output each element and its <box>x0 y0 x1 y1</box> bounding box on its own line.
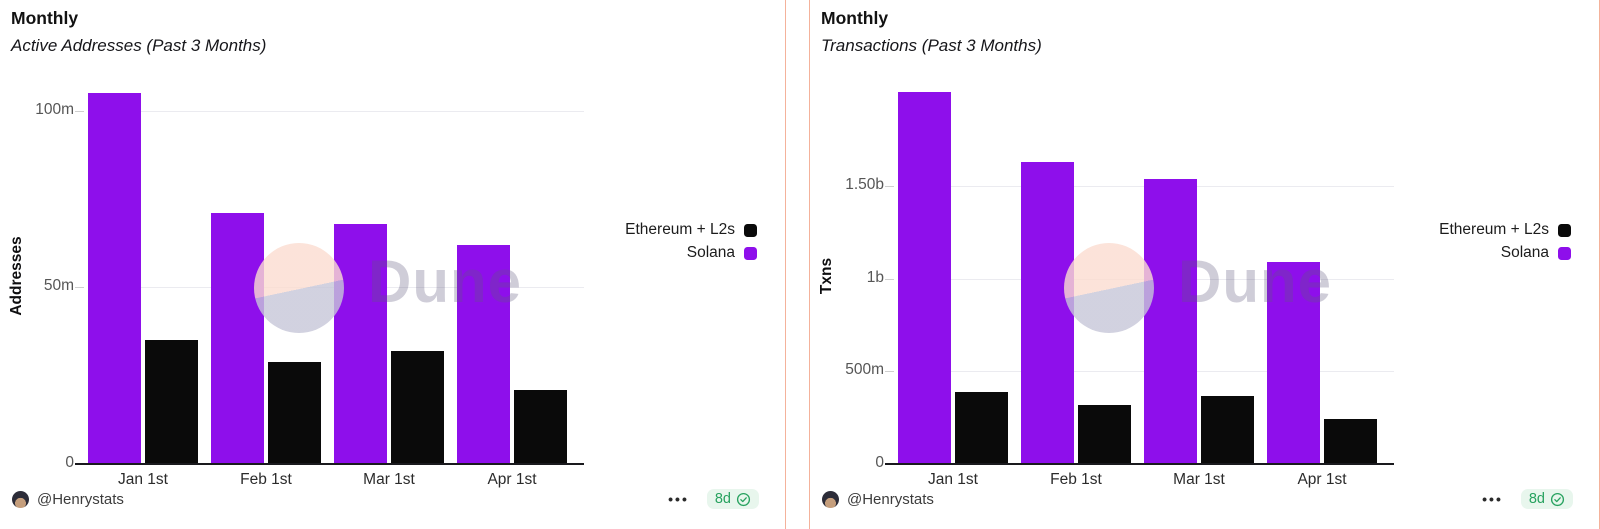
plot-area: 0 500m 1b 1.50b Jan 1st Feb 1st Mar 1st Apr 1st… <box>845 86 1394 488</box>
y-gridline <box>88 110 584 112</box>
author-handle[interactable]: @Henrystats <box>37 490 124 508</box>
bar-solana-feb-1st[interactable] <box>1021 161 1074 464</box>
legend-label: Solana <box>1500 244 1549 261</box>
author-avatar[interactable] <box>822 490 839 508</box>
bar-solana-mar-1st[interactable] <box>334 223 387 464</box>
x-tick-label: Feb 1st <box>240 471 292 488</box>
y-tick-mark <box>75 110 84 112</box>
dune-watermark-text: Dune <box>368 248 522 315</box>
chart-subtitle: Active Addresses (Past 3 Months) <box>11 36 267 55</box>
dune-watermark-text: Dune <box>1178 248 1332 315</box>
verified-check-icon <box>736 492 751 506</box>
y-tick-mark <box>885 186 894 188</box>
bar-solana-feb-1st[interactable] <box>211 213 264 464</box>
card-footer: @Henrystats ••• 8d <box>822 487 1573 511</box>
y-tick-mark <box>75 287 84 289</box>
bar-solana-apr-1st[interactable] <box>457 244 510 464</box>
chart-subtitle: Transactions (Past 3 Months) <box>821 36 1042 55</box>
bar-solana-mar-1st[interactable] <box>1144 178 1197 464</box>
x-tick-label: Mar 1st <box>363 471 415 488</box>
bar-ethereum-l2s-feb-1st[interactable] <box>268 361 321 464</box>
bar-ethereum-l2s-apr-1st[interactable] <box>1324 418 1377 464</box>
bar-ethereum-l2s-mar-1st[interactable] <box>391 350 444 464</box>
bar-ethereum-l2s-apr-1st[interactable] <box>514 389 567 464</box>
y-tick-label: 0 <box>65 454 74 471</box>
legend-swatch-solana <box>1558 246 1571 260</box>
x-tick-label: Mar 1st <box>1173 471 1225 488</box>
more-options-button[interactable]: ••• <box>668 491 689 507</box>
legend-swatch-solana <box>744 246 757 260</box>
legend: Ethereum + L2s Solana <box>1439 221 1571 262</box>
x-tick-label: Apr 1st <box>487 471 537 488</box>
dune-watermark-logo <box>254 243 344 333</box>
legend: Ethereum + L2s Solana <box>625 221 757 262</box>
author-avatar[interactable] <box>12 490 29 508</box>
y-tick-mark <box>885 371 894 373</box>
chart-card-transactions: Monthly Transactions (Past 3 Months) Txn… <box>809 0 1600 529</box>
y-tick-label: 1.50b <box>845 176 884 194</box>
y-tick-label: 100m <box>35 100 74 118</box>
legend-item-solana[interactable]: Solana <box>1501 244 1571 262</box>
card-gap <box>786 0 809 529</box>
bar-solana-jan-1st[interactable] <box>898 91 951 464</box>
y-tick-label: 0 <box>875 454 884 471</box>
bar-ethereum-l2s-mar-1st[interactable] <box>1201 396 1254 464</box>
refresh-age-text: 8d <box>714 491 731 507</box>
y-tick-mark <box>885 278 894 280</box>
x-axis-line <box>75 463 584 465</box>
more-options-button[interactable]: ••• <box>1482 491 1503 507</box>
refresh-age-badge[interactable]: 8d <box>706 489 759 509</box>
verified-check-icon <box>1550 492 1565 506</box>
y-axis-label: Addresses <box>8 236 25 316</box>
legend-swatch-ethereum-l2s <box>744 223 757 237</box>
legend-label: Solana <box>686 244 735 261</box>
bar-ethereum-l2s-feb-1st[interactable] <box>1078 404 1131 464</box>
x-tick-label: Jan 1st <box>928 471 978 488</box>
y-tick-label: 1b <box>866 268 884 286</box>
legend-label: Ethereum + L2s <box>625 221 735 238</box>
legend-swatch-ethereum-l2s <box>1558 223 1571 237</box>
chart-title: Monthly <box>11 8 79 28</box>
legend-item-ethereum-l2s[interactable]: Ethereum + L2s <box>625 221 757 239</box>
refresh-age-text: 8d <box>1528 491 1545 507</box>
x-tick-label: Jan 1st <box>118 471 168 488</box>
bar-ethereum-l2s-jan-1st[interactable] <box>145 340 198 464</box>
plot-area: 0 50m 100m Jan 1st Feb 1st Mar 1st Apr 1st Dune <box>35 86 584 488</box>
legend-item-solana[interactable]: Solana <box>687 244 757 262</box>
bar-solana-jan-1st[interactable] <box>88 93 141 464</box>
chart-title: Monthly <box>821 8 889 28</box>
refresh-age-badge[interactable]: 8d <box>1520 489 1573 509</box>
bar-ethereum-l2s-jan-1st[interactable] <box>955 391 1008 464</box>
dune-watermark-logo <box>1064 243 1154 333</box>
legend-item-ethereum-l2s[interactable]: Ethereum + L2s <box>1439 221 1571 239</box>
chart-card-active-addresses: Monthly Active Addresses (Past 3 Months)… <box>0 0 786 529</box>
y-tick-label: 50m <box>43 277 74 295</box>
x-tick-label: Feb 1st <box>1050 471 1102 488</box>
card-footer: @Henrystats ••• 8d <box>12 487 759 511</box>
bar-solana-apr-1st[interactable] <box>1267 262 1320 464</box>
y-tick-label: 500m <box>845 361 884 379</box>
x-tick-label: Apr 1st <box>1297 471 1347 488</box>
legend-label: Ethereum + L2s <box>1439 221 1549 238</box>
author-handle[interactable]: @Henrystats <box>847 490 934 508</box>
x-axis-line <box>885 463 1394 465</box>
